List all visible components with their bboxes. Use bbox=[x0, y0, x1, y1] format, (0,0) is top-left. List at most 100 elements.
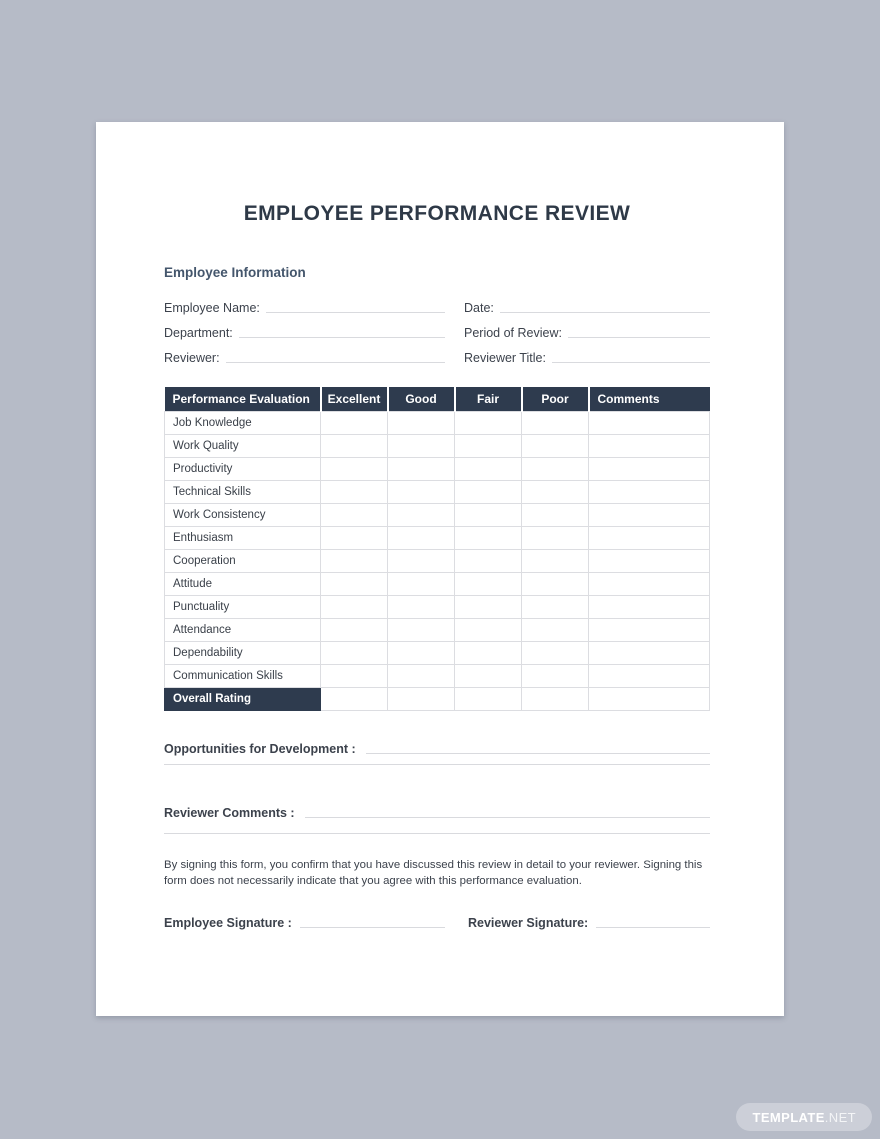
document-page: EMPLOYEE PERFORMANCE REVIEW Employee Inf… bbox=[96, 122, 784, 1016]
eval-body: Job Knowledge Work Quality Productivity Tec… bbox=[164, 410, 710, 711]
criteria-label: Work Consistency bbox=[164, 502, 321, 527]
good-cell[interactable] bbox=[387, 433, 455, 458]
fair-cell[interactable] bbox=[454, 548, 522, 573]
fair-cell[interactable] bbox=[454, 456, 522, 481]
good-cell[interactable] bbox=[387, 640, 455, 665]
comment-cell[interactable] bbox=[588, 663, 710, 688]
poor-cell[interactable] bbox=[521, 571, 589, 596]
comment-cell[interactable] bbox=[588, 594, 710, 619]
good-cell[interactable] bbox=[387, 663, 455, 688]
eval-row: Attitude bbox=[164, 571, 710, 596]
page-title: EMPLOYEE PERFORMANCE REVIEW bbox=[243, 202, 631, 225]
employee-signature-label: Employee Signature : bbox=[164, 915, 292, 930]
comment-cell[interactable] bbox=[588, 525, 710, 550]
employee-info-fields: Employee Name: Date: Department: Period of … bbox=[164, 293, 710, 368]
excellent-cell[interactable] bbox=[320, 686, 388, 711]
poor-cell[interactable] bbox=[521, 594, 589, 619]
opportunities-block: Opportunities for Development : bbox=[164, 740, 710, 765]
excellent-cell[interactable] bbox=[320, 548, 388, 573]
excellent-cell[interactable] bbox=[320, 410, 388, 435]
good-cell[interactable] bbox=[387, 525, 455, 550]
poor-cell[interactable] bbox=[521, 479, 589, 504]
fair-cell[interactable] bbox=[454, 594, 522, 619]
poor-cell[interactable] bbox=[521, 456, 589, 481]
fair-cell[interactable] bbox=[454, 410, 522, 435]
poor-cell[interactable] bbox=[521, 410, 589, 435]
field-blank[interactable] bbox=[238, 337, 445, 338]
employee-signature-field: Employee Signature : bbox=[164, 910, 445, 932]
excellent-cell[interactable] bbox=[320, 433, 388, 458]
field-blank[interactable] bbox=[265, 312, 445, 313]
excellent-cell[interactable] bbox=[320, 525, 388, 550]
excellent-cell[interactable] bbox=[320, 502, 388, 527]
poor-cell[interactable] bbox=[521, 686, 589, 711]
field-blank[interactable] bbox=[225, 362, 445, 363]
comment-cell[interactable] bbox=[588, 640, 710, 665]
fair-cell[interactable] bbox=[454, 686, 522, 711]
poor-cell[interactable] bbox=[521, 525, 589, 550]
comment-cell[interactable] bbox=[588, 571, 710, 596]
poor-cell[interactable] bbox=[521, 617, 589, 642]
reviewer-comments-blank-full[interactable] bbox=[164, 832, 710, 834]
reviewer-signature-blank[interactable] bbox=[596, 926, 710, 928]
comment-cell[interactable] bbox=[588, 548, 710, 573]
fair-cell[interactable] bbox=[454, 479, 522, 504]
excellent-cell[interactable] bbox=[320, 456, 388, 481]
comment-cell[interactable] bbox=[588, 479, 710, 504]
field-label: Department: bbox=[164, 326, 233, 340]
fair-cell[interactable] bbox=[454, 663, 522, 688]
comment-cell[interactable] bbox=[588, 456, 710, 481]
comment-cell[interactable] bbox=[588, 433, 710, 458]
field-blank[interactable] bbox=[551, 362, 710, 363]
good-cell[interactable] bbox=[387, 410, 455, 435]
poor-cell[interactable] bbox=[521, 663, 589, 688]
good-cell[interactable] bbox=[387, 479, 455, 504]
template-net-watermark: TEMPLATE .NET bbox=[736, 1103, 872, 1131]
poor-cell[interactable] bbox=[521, 548, 589, 573]
fair-cell[interactable] bbox=[454, 525, 522, 550]
fair-cell[interactable] bbox=[454, 571, 522, 596]
criteria-label: Technical Skills bbox=[164, 479, 321, 504]
excellent-cell[interactable] bbox=[320, 640, 388, 665]
field-blank[interactable] bbox=[499, 312, 710, 313]
fair-cell[interactable] bbox=[454, 640, 522, 665]
opportunities-label: Opportunities for Development : bbox=[164, 741, 356, 756]
good-cell[interactable] bbox=[387, 617, 455, 642]
watermark-brand-text: TEMPLATE bbox=[752, 1109, 825, 1125]
evaluation-table: Performance Evaluation Excellent Good Fair P… bbox=[164, 387, 710, 711]
poor-cell[interactable] bbox=[521, 640, 589, 665]
excellent-cell[interactable] bbox=[320, 571, 388, 596]
excellent-cell[interactable] bbox=[320, 663, 388, 688]
comment-cell[interactable] bbox=[588, 617, 710, 642]
comment-cell[interactable] bbox=[588, 502, 710, 527]
good-cell[interactable] bbox=[387, 548, 455, 573]
eval-header-cell: Poor bbox=[520, 387, 589, 411]
field-label: Date: bbox=[464, 301, 494, 315]
reviewer-comments-blank-inline[interactable] bbox=[304, 816, 710, 818]
fair-cell[interactable] bbox=[454, 502, 522, 527]
poor-cell[interactable] bbox=[521, 502, 589, 527]
comment-cell[interactable] bbox=[588, 410, 710, 435]
employee-signature-blank[interactable] bbox=[299, 926, 445, 928]
field-blank[interactable] bbox=[567, 337, 710, 338]
excellent-cell[interactable] bbox=[320, 479, 388, 504]
good-cell[interactable] bbox=[387, 686, 455, 711]
excellent-cell[interactable] bbox=[320, 617, 388, 642]
field-label: Employee Name: bbox=[164, 301, 260, 315]
eval-header-cell: Fair bbox=[453, 387, 522, 411]
fair-cell[interactable] bbox=[454, 617, 522, 642]
form-field: Reviewer Title: bbox=[464, 343, 710, 368]
opportunities-blank-inline[interactable] bbox=[365, 752, 710, 754]
comment-cell[interactable] bbox=[588, 686, 710, 711]
excellent-cell[interactable] bbox=[320, 594, 388, 619]
good-cell[interactable] bbox=[387, 456, 455, 481]
signature-disclaimer: By signing this form, you confirm that y… bbox=[164, 858, 703, 888]
poor-cell[interactable] bbox=[521, 433, 589, 458]
good-cell[interactable] bbox=[387, 594, 455, 619]
good-cell[interactable] bbox=[387, 502, 455, 527]
good-cell[interactable] bbox=[387, 571, 455, 596]
fair-cell[interactable] bbox=[454, 433, 522, 458]
opportunities-blank-full[interactable] bbox=[164, 763, 710, 765]
eval-row: Communication Skills bbox=[164, 663, 710, 688]
reviewer-comments-label: Reviewer Comments : bbox=[164, 805, 295, 820]
